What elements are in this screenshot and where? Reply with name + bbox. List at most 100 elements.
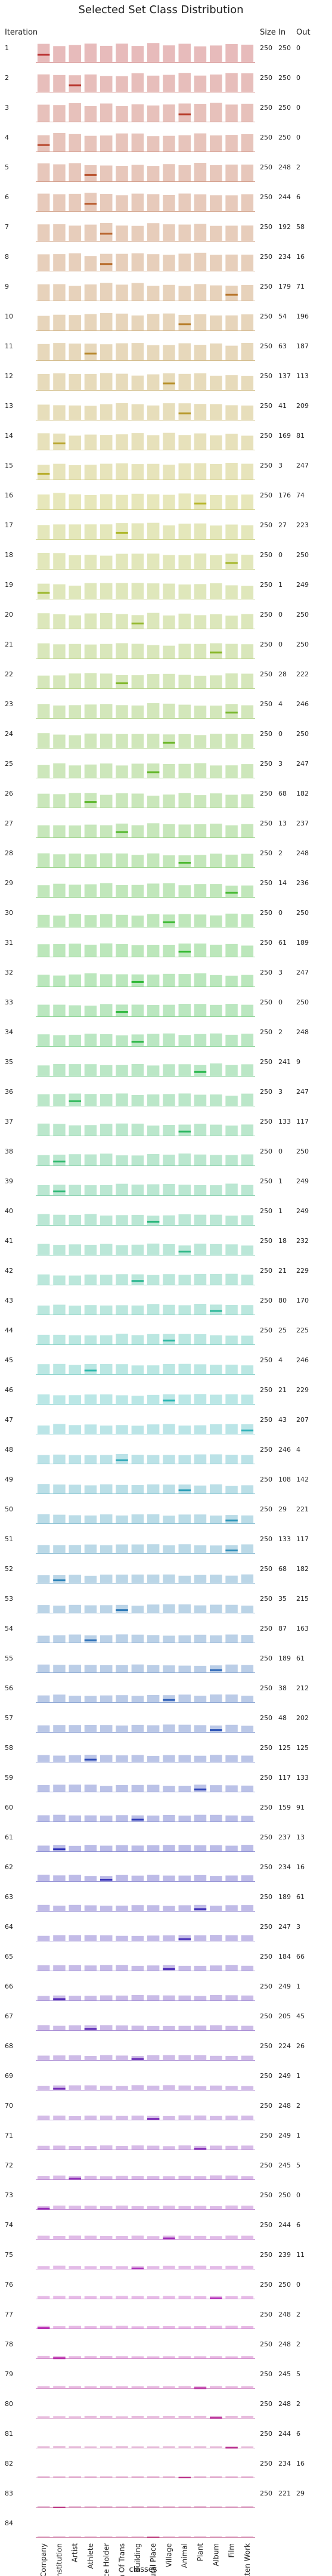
class-bar <box>53 224 66 241</box>
class-bar <box>84 1575 97 1583</box>
stat-out: 1 <box>296 2132 300 2139</box>
selected-mark <box>131 1041 144 1043</box>
class-bar <box>84 1154 97 1165</box>
class-bar <box>53 1665 66 1672</box>
class-bar <box>147 945 160 957</box>
stat-in: 2 <box>278 849 283 857</box>
class-bar <box>131 1606 144 1613</box>
class-bar <box>178 1786 191 1792</box>
class-bar <box>147 2116 160 2120</box>
class-bar <box>116 1183 128 1195</box>
class-bar <box>131 2296 144 2299</box>
class-bar <box>147 136 160 151</box>
class-bar <box>194 2025 207 2030</box>
class-bar <box>241 1665 254 1672</box>
class-bar <box>53 1124 66 1136</box>
class-bar <box>194 104 207 122</box>
class-bar <box>225 734 238 748</box>
class-bar <box>37 1484 50 1493</box>
class-bar <box>116 1454 128 1464</box>
class-bar <box>131 2145 144 2150</box>
class-bar <box>241 164 254 181</box>
class-bar <box>210 2025 222 2030</box>
class-bar <box>147 974 160 987</box>
stat-size: 250 <box>260 849 272 857</box>
iteration-row: 35 250 241 9 <box>5 1058 300 1077</box>
stat-size: 250 <box>260 1416 272 1424</box>
iteration-label: 30 <box>5 909 13 917</box>
class-bar <box>241 2296 254 2299</box>
iteration-label: 72 <box>5 2161 13 2169</box>
stat-size: 250 <box>260 581 272 589</box>
class-bar <box>100 1575 113 1583</box>
class-bar <box>225 1604 238 1613</box>
iteration-row: 79 250 245 5 <box>5 2370 300 2389</box>
class-bar <box>131 675 144 688</box>
class-bar <box>37 193 50 211</box>
class-bar <box>100 1394 113 1404</box>
class-bar <box>100 2206 113 2209</box>
class-bar <box>100 943 113 957</box>
x-tick-labels: Company Edu Institution Artist Athlete Offic… <box>39 2543 252 2576</box>
stat-out: 221 <box>296 1505 309 1513</box>
class-bar <box>53 105 66 122</box>
selected-mark <box>210 1310 222 1312</box>
iteration-label: 31 <box>5 939 13 947</box>
stat-size: 250 <box>260 998 272 1006</box>
class-bar <box>210 1484 222 1493</box>
class-bar <box>131 2416 144 2418</box>
class-bar <box>225 1335 238 1344</box>
class-bar <box>210 675 222 688</box>
class-bar <box>116 2356 128 2358</box>
class-bar <box>131 2025 144 2030</box>
class-bar <box>53 433 66 450</box>
class-bar <box>69 75 81 92</box>
class-bar <box>241 225 254 241</box>
selected-mark <box>84 1758 97 1761</box>
class-bar <box>241 644 254 658</box>
class-bar <box>225 285 238 301</box>
class-bar <box>225 1545 238 1553</box>
class-bar <box>163 1935 175 1941</box>
y-axis-label: Iteration <box>5 28 38 37</box>
class-bar <box>241 376 254 390</box>
iteration-row: 12 250 137 113 <box>5 372 309 391</box>
iteration-row: 6 250 244 6 <box>5 193 300 212</box>
stat-size: 250 <box>260 2311 272 2318</box>
selected-mark <box>37 2207 50 2210</box>
stat-size: 250 <box>260 969 272 976</box>
class-bar <box>116 2446 128 2448</box>
class-bar <box>116 2536 128 2537</box>
stat-size: 250 <box>260 1595 272 1603</box>
iteration-row: 5 250 248 2 <box>5 163 300 182</box>
class-bar <box>194 763 207 778</box>
class-bar <box>37 135 50 151</box>
class-bar <box>178 1665 191 1672</box>
class-bar <box>131 1455 144 1464</box>
class-bar <box>210 555 222 569</box>
iteration-row: 22 250 28 222 <box>5 670 309 689</box>
class-bar <box>225 1486 238 1493</box>
class-bar <box>69 373 81 390</box>
class-bar <box>241 1455 254 1464</box>
class-bar <box>163 945 175 957</box>
iteration-row: 50 250 29 221 <box>5 1505 309 1524</box>
class-bar <box>37 2206 50 2209</box>
stat-size: 250 <box>260 1535 272 1543</box>
class-bar <box>84 44 97 62</box>
selected-mark <box>194 502 207 505</box>
stat-out: 133 <box>296 1774 309 1782</box>
class-bar <box>178 286 191 301</box>
class-bar <box>116 853 128 867</box>
iteration-row: 1 250 250 0 <box>5 43 300 63</box>
class-bar <box>178 1093 191 1106</box>
class-bar <box>225 944 238 957</box>
stat-in: 246 <box>278 1446 291 1454</box>
class-bar <box>147 435 160 450</box>
class-bar <box>241 1785 254 1792</box>
iteration-label: 19 <box>5 581 13 589</box>
class-bar <box>69 1365 81 1374</box>
stat-size: 250 <box>260 1028 272 1036</box>
class-bar <box>178 44 191 62</box>
